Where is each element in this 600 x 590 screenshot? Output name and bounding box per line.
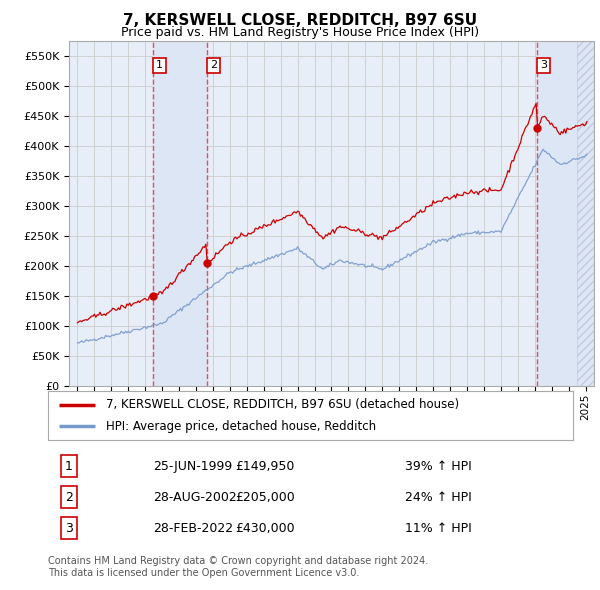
Text: 28-FEB-2022: 28-FEB-2022	[153, 522, 233, 535]
Text: 39% ↑ HPI: 39% ↑ HPI	[405, 460, 472, 473]
Text: 3: 3	[540, 60, 547, 70]
Text: 11% ↑ HPI: 11% ↑ HPI	[405, 522, 472, 535]
Text: 25-JUN-1999: 25-JUN-1999	[153, 460, 232, 473]
Text: This data is licensed under the Open Government Licence v3.0.: This data is licensed under the Open Gov…	[48, 568, 359, 578]
Bar	[577, 41, 594, 386]
Text: 7, KERSWELL CLOSE, REDDITCH, B97 6SU: 7, KERSWELL CLOSE, REDDITCH, B97 6SU	[123, 13, 477, 28]
Text: 28-AUG-2002: 28-AUG-2002	[153, 490, 237, 504]
Text: £149,950: £149,950	[235, 460, 295, 473]
Text: 2: 2	[65, 490, 73, 504]
Text: 2: 2	[210, 60, 217, 70]
Text: 1: 1	[65, 460, 73, 473]
Text: Price paid vs. HM Land Registry's House Price Index (HPI): Price paid vs. HM Land Registry's House …	[121, 26, 479, 39]
Text: 24% ↑ HPI: 24% ↑ HPI	[405, 490, 472, 504]
Text: £430,000: £430,000	[235, 522, 295, 535]
Text: 3: 3	[65, 522, 73, 535]
Text: 1: 1	[156, 60, 163, 70]
Text: HPI: Average price, detached house, Redditch: HPI: Average price, detached house, Redd…	[106, 419, 376, 432]
Bar	[538, 41, 594, 386]
Bar	[154, 41, 207, 386]
Text: Contains HM Land Registry data © Crown copyright and database right 2024.: Contains HM Land Registry data © Crown c…	[48, 556, 428, 566]
Bar	[538, 41, 594, 386]
Text: 7, KERSWELL CLOSE, REDDITCH, B97 6SU (detached house): 7, KERSWELL CLOSE, REDDITCH, B97 6SU (de…	[106, 398, 459, 411]
Text: £205,000: £205,000	[235, 490, 295, 504]
